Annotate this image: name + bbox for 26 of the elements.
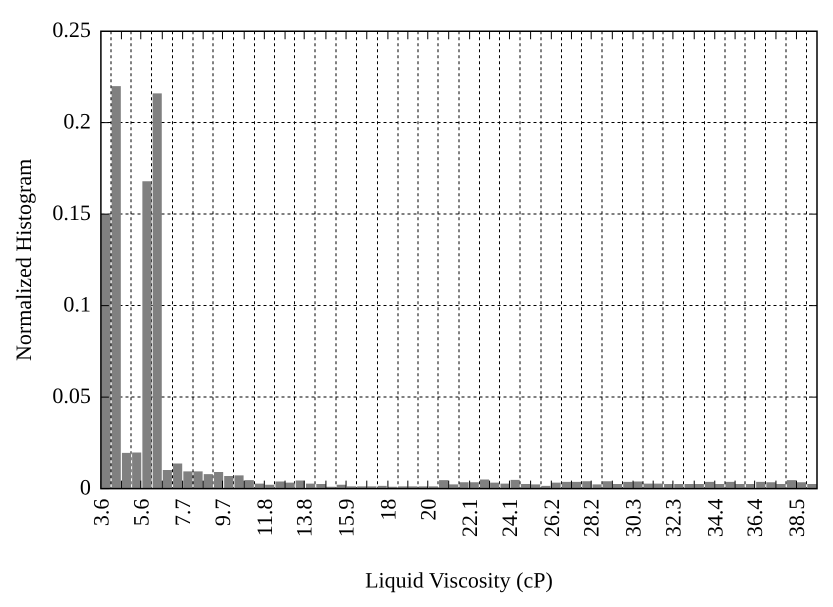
x-tick-label: 32.3 [660, 498, 686, 538]
y-tick-label: 0.25 [52, 16, 91, 42]
x-tick-label: 18 [375, 498, 400, 521]
x-tick-label: 26.2 [538, 498, 564, 538]
x-tick-label: 20 [415, 498, 440, 521]
x-tick-label: 28.2 [578, 498, 604, 538]
x-tick-label: 38.5 [784, 498, 809, 538]
x-tick-label: 24.1 [496, 498, 522, 538]
y-tick-label: 0.1 [63, 291, 91, 316]
x-tick-label: 9.7 [210, 498, 235, 526]
y-axis-title: Normalized Histogram [10, 158, 36, 362]
x-tick-label: 3.6 [88, 498, 114, 526]
x-tick-label: 7.7 [170, 498, 196, 526]
y-tick-label: 0.05 [52, 382, 91, 408]
x-tick-label: 5.6 [128, 498, 154, 526]
x-tick-label: 22.1 [457, 498, 482, 538]
x-tick-label: 11.8 [252, 498, 277, 536]
x-axis-title: Liquid Viscosity (cP) [365, 568, 553, 593]
x-tick-label: 34.4 [702, 498, 728, 538]
y-tick-label: 0.15 [52, 200, 91, 225]
y-tick-label: 0.2 [63, 108, 91, 134]
x-tick-label: 15.9 [334, 498, 359, 538]
y-tick-label: 0 [80, 474, 91, 500]
x-tick-label: 30.3 [620, 498, 646, 538]
x-tick-label: 36.4 [742, 498, 768, 538]
x-tick-label: 13.8 [292, 498, 317, 538]
